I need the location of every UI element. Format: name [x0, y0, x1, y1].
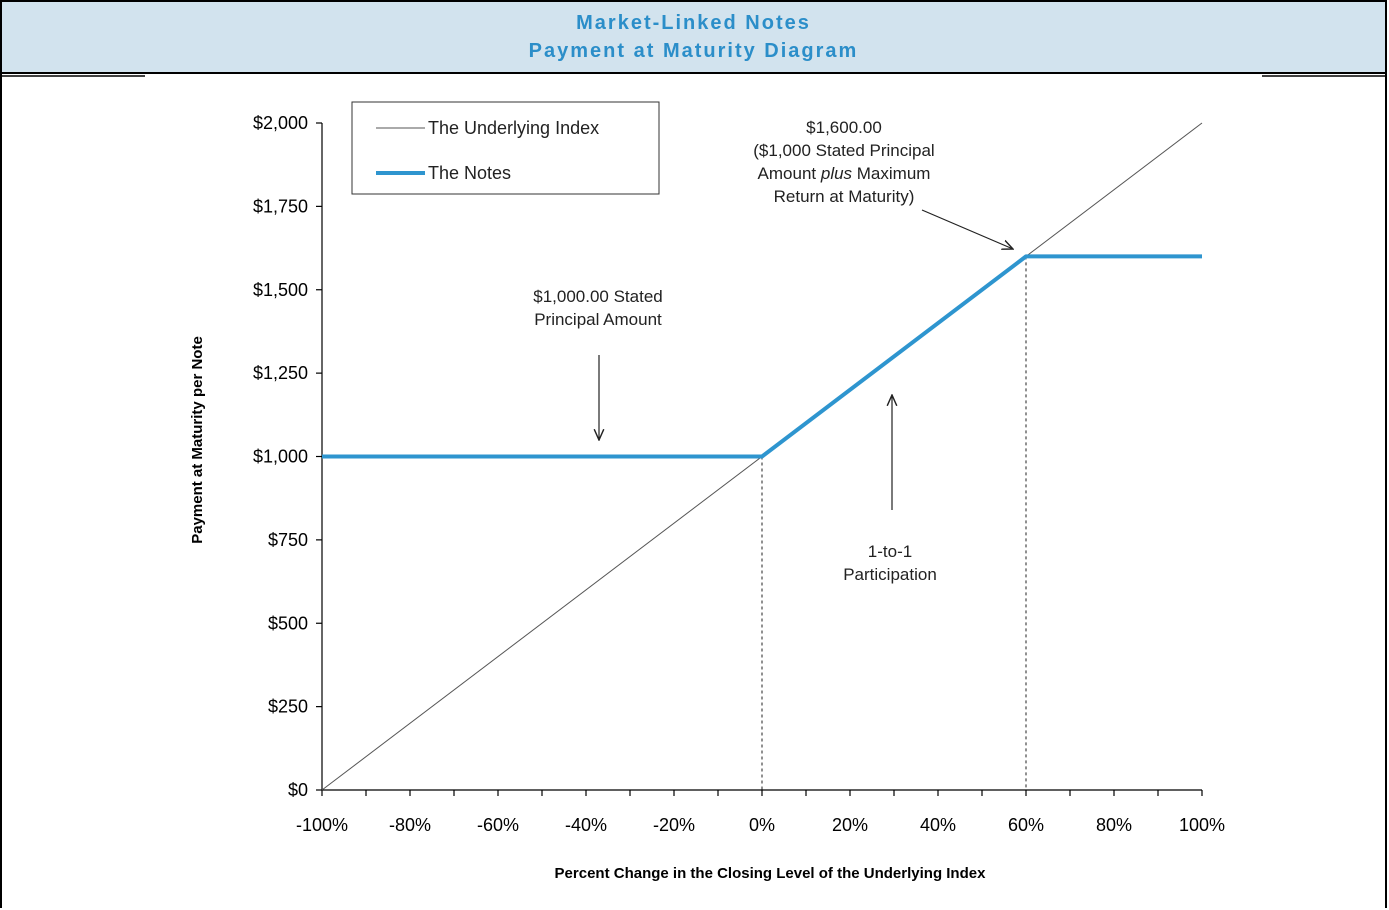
y-tick-label: $1,750 — [253, 196, 308, 216]
x-tick-label: -80% — [389, 815, 431, 835]
x-tick-label: 0% — [749, 815, 775, 835]
y-tick-label: $1,250 — [253, 363, 308, 383]
y-tick-label: $1,500 — [253, 280, 308, 300]
guide-lines — [761, 256, 1027, 790]
y-tick-label: $1,000 — [253, 447, 308, 467]
x-tick-label: -20% — [653, 815, 695, 835]
chart-subtitle: Payment at Maturity Diagram — [528, 40, 859, 62]
y-tick-label: $750 — [268, 530, 308, 550]
legend-label: The Notes — [428, 163, 511, 183]
y-tick-label: $2,000 — [253, 113, 308, 133]
x-tick-label: -40% — [565, 815, 607, 835]
x-tick-label: -60% — [477, 815, 519, 835]
annotations: $1,000.00 Stated Principal Amount $1,600.0… — [533, 118, 1013, 584]
series-group — [321, 122, 1203, 791]
annotation-max-return: $1,600.00 ($1,000 Stated Principal Amount … — [753, 118, 934, 206]
x-axis-title: Percent Change in the Closing Level of t… — [555, 865, 987, 882]
x-tick-label: -100% — [296, 815, 348, 835]
y-tick-label: $0 — [288, 780, 308, 800]
x-tick-label: 100% — [1179, 815, 1225, 835]
annotation-participation: 1-to-1 Participation — [843, 542, 937, 584]
annotation-stated-principal: $1,000.00 Stated Principal Amount — [533, 287, 663, 329]
y-tick-label: $500 — [268, 613, 308, 633]
legend: The Underlying Index The Notes — [351, 101, 660, 195]
legend-label: The Underlying Index — [428, 118, 599, 138]
chart-header: Market-Linked Notes Payment at Maturity … — [2, 2, 1385, 74]
x-tick-label: 60% — [1008, 815, 1044, 835]
x-tick-label: 20% — [832, 815, 868, 835]
x-tick-label: 40% — [920, 815, 956, 835]
arrow-max-return — [921, 209, 1013, 249]
chart-title: Market-Linked Notes — [576, 12, 811, 34]
series-line-notes — [322, 254, 1202, 459]
x-tick-label: 80% — [1096, 815, 1132, 835]
y-tick-label: $250 — [268, 697, 308, 717]
legend-box — [351, 101, 660, 195]
y-axis-title: Payment at Maturity per Note — [189, 336, 206, 544]
